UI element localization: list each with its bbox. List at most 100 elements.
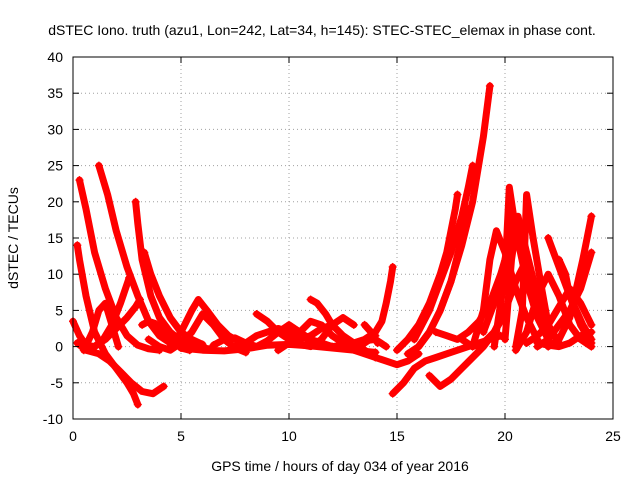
series-34-start-point (501, 335, 509, 344)
series-17-start-point (274, 346, 283, 355)
chart-title: dSTEC Iono. truth (azu1, Lon=242, Lat=34… (48, 22, 595, 38)
series-33-end-point (544, 335, 553, 344)
series-9-end-point (198, 340, 207, 349)
series-4-start-point (94, 161, 103, 170)
series-9-start-point (140, 248, 149, 257)
series-22-end-point (373, 338, 382, 347)
series-2-end-point (133, 400, 142, 409)
series-38-start-point (544, 234, 553, 242)
series-16-trace (253, 310, 358, 351)
series-25-end-point (464, 205, 473, 214)
series-39-start-point (555, 255, 563, 264)
series-39-end-point (587, 335, 596, 344)
series-16-start-point (252, 310, 261, 319)
series-15-end-point (328, 320, 337, 329)
series-30-end-point (522, 255, 531, 264)
series-9-trace (140, 249, 207, 348)
series-19-trace (307, 296, 379, 361)
axis-ticks: 0 5 10 15 20 25 -10 -5 0 5 10 15 20 25 30 35 40 (43, 49, 621, 444)
series-42-trace (533, 328, 595, 351)
series-12-trace (166, 296, 245, 351)
series-13-start-point (177, 344, 185, 353)
series-41-start-point (544, 342, 553, 351)
series-15-start-point (231, 342, 239, 351)
series-35-trace (512, 191, 552, 351)
series-5-trace (73, 339, 168, 398)
series-24-end-point (453, 190, 462, 199)
series-27-start-point (414, 342, 423, 351)
series-11-start-point (144, 335, 153, 344)
y-tick-label: -5 (51, 375, 64, 391)
series-3-end-point (155, 346, 164, 355)
series-28-start-point (425, 371, 434, 380)
series-26-end-point (468, 161, 477, 170)
series-32-start-point (479, 328, 488, 337)
series-12-end-point (237, 338, 246, 347)
series-11-end-point (241, 348, 250, 357)
y-tick-label: 40 (47, 49, 63, 65)
y-tick-label: 35 (47, 85, 63, 101)
series-25-start-point (403, 349, 412, 358)
x-tick-label: 5 (177, 428, 185, 444)
series-19-end-point (371, 353, 380, 362)
series-22-start-point (360, 320, 369, 329)
y-tick-label: -10 (43, 411, 63, 427)
series-15-trace (231, 321, 336, 351)
series-5-start-point (73, 338, 82, 347)
series-42-end-point (587, 328, 596, 337)
series-12-start-point (166, 342, 175, 351)
series-1-end-point (135, 295, 144, 304)
series-10-end-point (185, 346, 194, 355)
y-tick-label: 25 (47, 158, 63, 174)
series-35-end-point (544, 320, 553, 329)
series-20-end-point (388, 262, 397, 271)
x-tick-label: 10 (281, 428, 297, 444)
series-21-trace (339, 343, 423, 369)
series-36-start-point (511, 346, 520, 355)
x-tick-label: 0 (69, 428, 77, 444)
series-10-start-point (138, 320, 147, 329)
data-point-markers (69, 81, 596, 409)
series-26-start-point (410, 335, 419, 344)
series-32-end-point (544, 328, 553, 337)
series-24-trace (393, 191, 461, 354)
series-21-start-point (339, 342, 347, 351)
y-axis-label: dSTEC / TECUs (5, 187, 21, 289)
series-2-trace (73, 241, 142, 408)
series-3-start-point (75, 176, 84, 185)
series-33-start-point (490, 342, 499, 351)
series-28-end-point (501, 310, 509, 319)
y-tick-label: 20 (47, 194, 63, 210)
x-tick-label: 25 (605, 428, 621, 444)
series-41-end-point (587, 212, 596, 221)
series-24-start-point (393, 346, 401, 355)
series-5-end-point (159, 382, 168, 391)
x-tick-label: 20 (497, 428, 513, 444)
series-2-start-point (73, 241, 82, 250)
series-40-end-point (587, 248, 596, 257)
series-6-end-point (114, 342, 123, 351)
series-6-start-point (79, 346, 88, 355)
series-19-start-point (306, 295, 315, 304)
series-11-trace (145, 310, 250, 356)
series-17-end-point (371, 331, 380, 340)
series-14-end-point (306, 338, 315, 347)
series-23-start-point (388, 389, 397, 398)
series-27-trace (415, 82, 494, 351)
series-23-end-point (496, 331, 505, 340)
series-21-end-point (414, 349, 423, 358)
series-7-trace (91, 274, 133, 351)
series-29-start-point (431, 328, 440, 337)
series-31-start-point (468, 342, 477, 351)
y-tick-label: 15 (47, 230, 63, 246)
series-7-start-point (90, 342, 99, 351)
series-37-start-point (522, 338, 531, 347)
series-18-end-point (382, 342, 391, 351)
x-axis-label: GPS time / hours of day 034 of year 2016 (211, 458, 469, 474)
series-40-trace (533, 249, 595, 351)
series-20-start-point (328, 342, 337, 351)
series-26-trace (410, 162, 477, 343)
series-14-start-point (209, 341, 218, 350)
data-series (69, 82, 595, 408)
